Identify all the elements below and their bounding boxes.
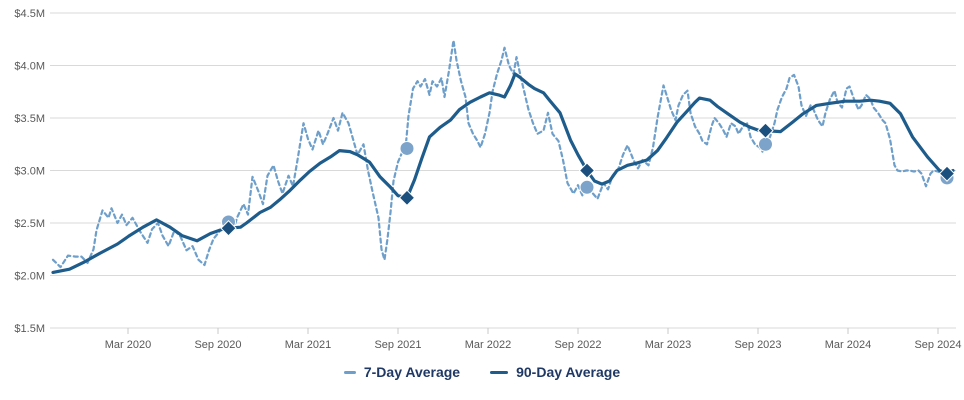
series-90day-line <box>51 72 955 274</box>
x-axis-label: Mar 2020 <box>105 339 151 351</box>
fiscal-year-marker-7day[interactable] <box>579 179 595 195</box>
legend-swatch-7day <box>343 370 356 374</box>
x-axis-label: Sep 2023 <box>734 339 781 351</box>
line-chart-canvas: $4.5M $4.0M $3.5M $3.0M $2.5M $2.0M $1.5M Mar 2… <box>14 8 962 351</box>
chart-legend: 7-Day Average 90-Day Average <box>0 364 964 380</box>
series-7day-line <box>51 39 947 269</box>
fiscal-year-marker-90day[interactable] <box>938 165 956 182</box>
x-axis-label: Sep 2020 <box>194 339 241 351</box>
legend-label-7day: 7-Day Average <box>363 364 461 380</box>
x-axis-label: Mar 2024 <box>825 339 871 351</box>
x-axis-label: Sep 2024 <box>914 339 961 351</box>
legend-swatch-90day <box>490 370 509 374</box>
y-axis-labels: $4.5M $4.0M $3.5M $3.0M $2.5M $2.0M $1.5M <box>14 8 45 335</box>
y-axis-label: $3.0M <box>14 166 45 178</box>
fiscal-year-marker-7day[interactable] <box>399 140 415 156</box>
x-axis-labels: Mar 2020 Sep 2020 Mar 2021 Sep 2021 Mar 2022… <box>105 328 962 351</box>
fiscal-year-marker-90day[interactable] <box>578 162 596 179</box>
y-axis-label: $1.5M <box>14 323 45 335</box>
fiscal-year-marker-90day[interactable] <box>220 220 237 237</box>
x-axis-label: Mar 2022 <box>465 339 511 351</box>
x-axis-label: Sep 2022 <box>554 339 601 351</box>
x-axis-label: Mar 2021 <box>285 339 331 351</box>
y-axis-label: $2.5M <box>14 218 45 230</box>
legend-item-7day-average[interactable]: 7-Day Average <box>343 364 461 380</box>
fiscal-year-marker-90day[interactable] <box>398 189 416 207</box>
y-axis-label: $2.0M <box>14 271 45 283</box>
x-axis-label: Mar 2023 <box>645 339 691 351</box>
gridlines <box>50 12 956 329</box>
fiscal-year-marker-7day[interactable] <box>758 136 773 152</box>
legend-item-90day-average[interactable]: 90-Day Average <box>490 364 620 380</box>
y-axis-label: $3.5M <box>14 113 45 125</box>
legend-label-90day: 90-Day Average <box>516 364 621 380</box>
chart-area: $4.5M $4.0M $3.5M $3.0M $2.5M $2.0M $1.5M Mar 2… <box>14 8 962 351</box>
fiscal-year-marker-90day[interactable] <box>757 122 774 139</box>
y-axis-label: $4.5M <box>14 8 45 20</box>
y-axis-label: $4.0M <box>14 61 45 73</box>
x-axis-label: Sep 2021 <box>374 339 421 351</box>
